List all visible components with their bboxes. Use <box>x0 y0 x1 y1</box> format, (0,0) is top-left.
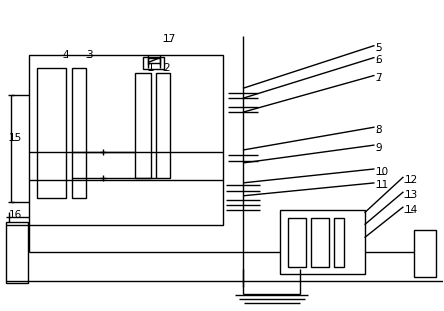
Text: 5: 5 <box>376 44 382 53</box>
Text: 11: 11 <box>376 180 389 190</box>
Bar <box>280 210 365 275</box>
Text: 1: 1 <box>148 63 155 73</box>
Bar <box>36 68 67 198</box>
Bar <box>143 58 164 69</box>
Text: 15: 15 <box>9 133 22 143</box>
Text: 17: 17 <box>163 34 176 44</box>
Bar <box>135 73 151 178</box>
Text: 4: 4 <box>63 50 69 60</box>
Text: 3: 3 <box>87 50 93 60</box>
Bar <box>311 218 329 267</box>
Text: 10: 10 <box>376 167 388 177</box>
Text: 9: 9 <box>376 143 382 153</box>
Text: 16: 16 <box>9 210 22 220</box>
Text: 13: 13 <box>404 190 418 200</box>
Text: 6: 6 <box>376 55 382 65</box>
Text: 14: 14 <box>404 205 418 215</box>
Bar <box>156 73 170 178</box>
Text: 12: 12 <box>404 175 418 185</box>
Text: 7: 7 <box>376 73 382 83</box>
Text: 8: 8 <box>376 125 382 135</box>
Bar <box>333 218 344 267</box>
Bar <box>72 68 87 198</box>
Bar <box>414 230 436 277</box>
Text: 2: 2 <box>163 63 170 73</box>
Bar <box>6 222 28 283</box>
Bar <box>28 55 223 225</box>
Bar <box>288 218 306 267</box>
